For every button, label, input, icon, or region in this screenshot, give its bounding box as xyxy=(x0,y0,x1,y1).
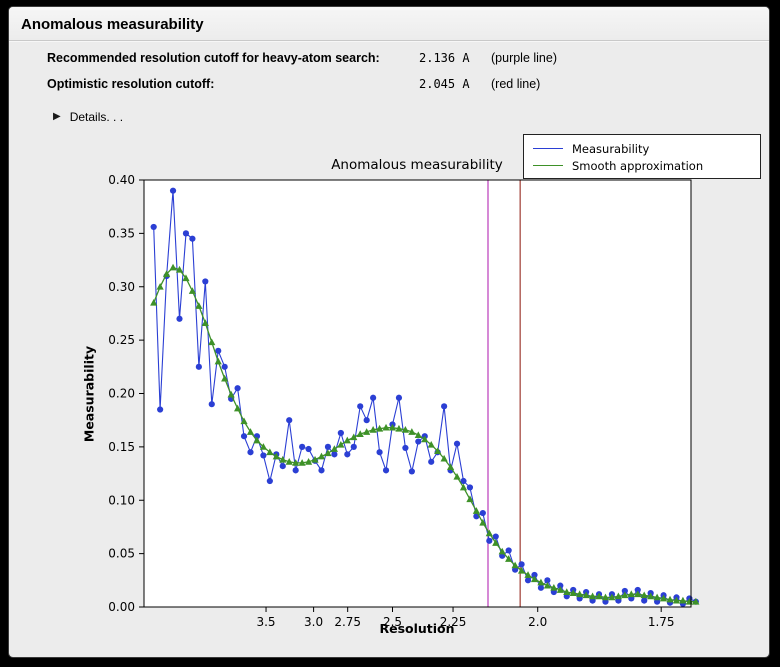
optimistic-cutoff-note: (red line) xyxy=(491,77,541,91)
optimistic-cutoff-value: 2.045 A xyxy=(419,77,470,91)
optimistic-cutoff-label: Optimistic resolution cutoff: xyxy=(47,77,215,91)
plot-title: Anomalous measurability xyxy=(331,157,503,173)
svg-text:0.00: 0.00 xyxy=(108,600,135,614)
svg-text:0.15: 0.15 xyxy=(108,440,135,454)
svg-text:0.25: 0.25 xyxy=(108,333,135,347)
svg-text:2.75: 2.75 xyxy=(334,615,361,629)
x-axis-ticks: 3.5 3.0 2.75 2.5 2.25 2.0 1.75 xyxy=(256,607,675,629)
y-axis-label: Measurability xyxy=(81,345,97,443)
anomalous-measurability-panel: Anomalous measurability Recommended reso… xyxy=(8,6,770,658)
smooth-line-swatch xyxy=(533,165,563,166)
svg-text:0.10: 0.10 xyxy=(108,493,135,507)
cutoff-info-section: Recommended resolution cutoff for heavy-… xyxy=(47,51,769,103)
chart-area: 0.00 0.05 0.10 0.15 0.20 0.25 0.30 0.35 0.40 3.5 3… xyxy=(9,124,765,648)
recommended-cutoff-label: Recommended resolution cutoff for heavy-… xyxy=(47,51,380,65)
details-label: Details. . . xyxy=(69,110,124,124)
legend-label-smooth: Smooth approximation xyxy=(572,158,704,173)
disclosure-triangle-icon: ▶ xyxy=(53,111,61,122)
plot-legend: Measurability Smooth approximation xyxy=(523,134,761,179)
optimistic-cutoff-row: Optimistic resolution cutoff: 2.045 A (r… xyxy=(47,77,769,103)
header-divider xyxy=(9,40,769,42)
legend-item-smooth: Smooth approximation xyxy=(533,157,751,174)
svg-text:3.0: 3.0 xyxy=(304,615,323,629)
svg-text:0.35: 0.35 xyxy=(108,226,135,240)
y-axis-ticks: 0.00 0.05 0.10 0.15 0.20 0.25 0.30 0.35 0.40 xyxy=(108,173,144,614)
recommended-cutoff-value: 2.136 A xyxy=(419,51,470,65)
smooth-series xyxy=(150,263,700,605)
legend-label-measurability: Measurability xyxy=(572,141,650,156)
svg-text:2.5: 2.5 xyxy=(383,615,402,629)
svg-text:2.0: 2.0 xyxy=(528,615,547,629)
measurability-line-swatch xyxy=(533,148,563,149)
svg-text:2.25: 2.25 xyxy=(440,615,467,629)
plot-area xyxy=(144,180,691,607)
svg-text:0.20: 0.20 xyxy=(108,387,135,401)
recommended-cutoff-note: (purple line) xyxy=(491,51,558,65)
plot-canvas: 0.000.050.100.150.200.250.300.350.403.5 3… xyxy=(108,173,700,629)
svg-text:1.75: 1.75 xyxy=(648,615,675,629)
details-disclosure[interactable]: ▶ Details. . . xyxy=(53,110,123,124)
svg-text:0.30: 0.30 xyxy=(108,280,135,294)
panel-title: Anomalous measurability xyxy=(9,7,769,40)
x-axis-label: Resolution xyxy=(379,621,455,636)
svg-text:0.40: 0.40 xyxy=(108,173,135,187)
legend-item-measurability: Measurability xyxy=(533,140,751,157)
svg-text:0.05: 0.05 xyxy=(108,547,135,561)
recommended-cutoff-row: Recommended resolution cutoff for heavy-… xyxy=(47,51,769,77)
axes-frame xyxy=(143,179,692,608)
svg-text:3.5: 3.5 xyxy=(256,615,275,629)
